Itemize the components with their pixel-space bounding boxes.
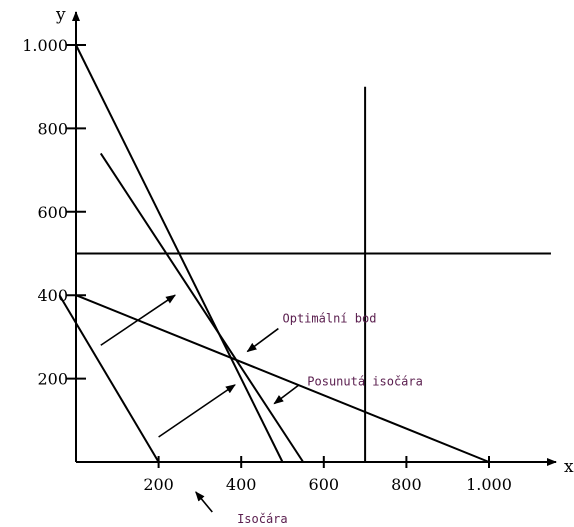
y-tick-label-3: 800 <box>37 119 68 138</box>
direction-arrow-0 <box>100 294 176 346</box>
annotation-label-2: Isočára <box>237 512 288 526</box>
x-tick-label-3: 800 <box>391 475 422 494</box>
x-tick-label-1: 400 <box>226 475 257 494</box>
x-tick-label-0: 200 <box>143 475 174 494</box>
chart-line-1 <box>99 152 304 463</box>
y-tick-label-2: 600 <box>37 203 68 222</box>
y-axis-label: y <box>55 5 66 25</box>
x-tick-label-2: 600 <box>309 475 340 494</box>
annotation-arrow-1 <box>273 384 300 405</box>
direction-arrow-1 <box>158 384 236 438</box>
annotation-label-1: Posunutá isočára <box>307 375 423 389</box>
chart-line-4 <box>75 294 490 463</box>
y-tick-label-4: 1.000 <box>22 36 68 55</box>
y-tick-label-0: 200 <box>37 370 68 389</box>
annotation-arrow-0 <box>246 327 279 353</box>
annotation-arrow-2 <box>195 491 213 513</box>
annotation-label-0: Optimální bod <box>283 311 377 325</box>
x-tick-label-4: 1.000 <box>466 475 512 494</box>
x-axis-label: x <box>564 457 574 477</box>
y-tick-label-1: 400 <box>37 286 68 305</box>
